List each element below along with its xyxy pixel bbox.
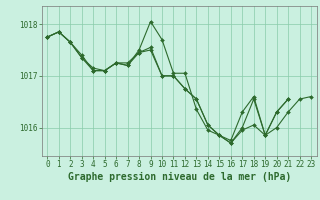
X-axis label: Graphe pression niveau de la mer (hPa): Graphe pression niveau de la mer (hPa) — [68, 172, 291, 182]
